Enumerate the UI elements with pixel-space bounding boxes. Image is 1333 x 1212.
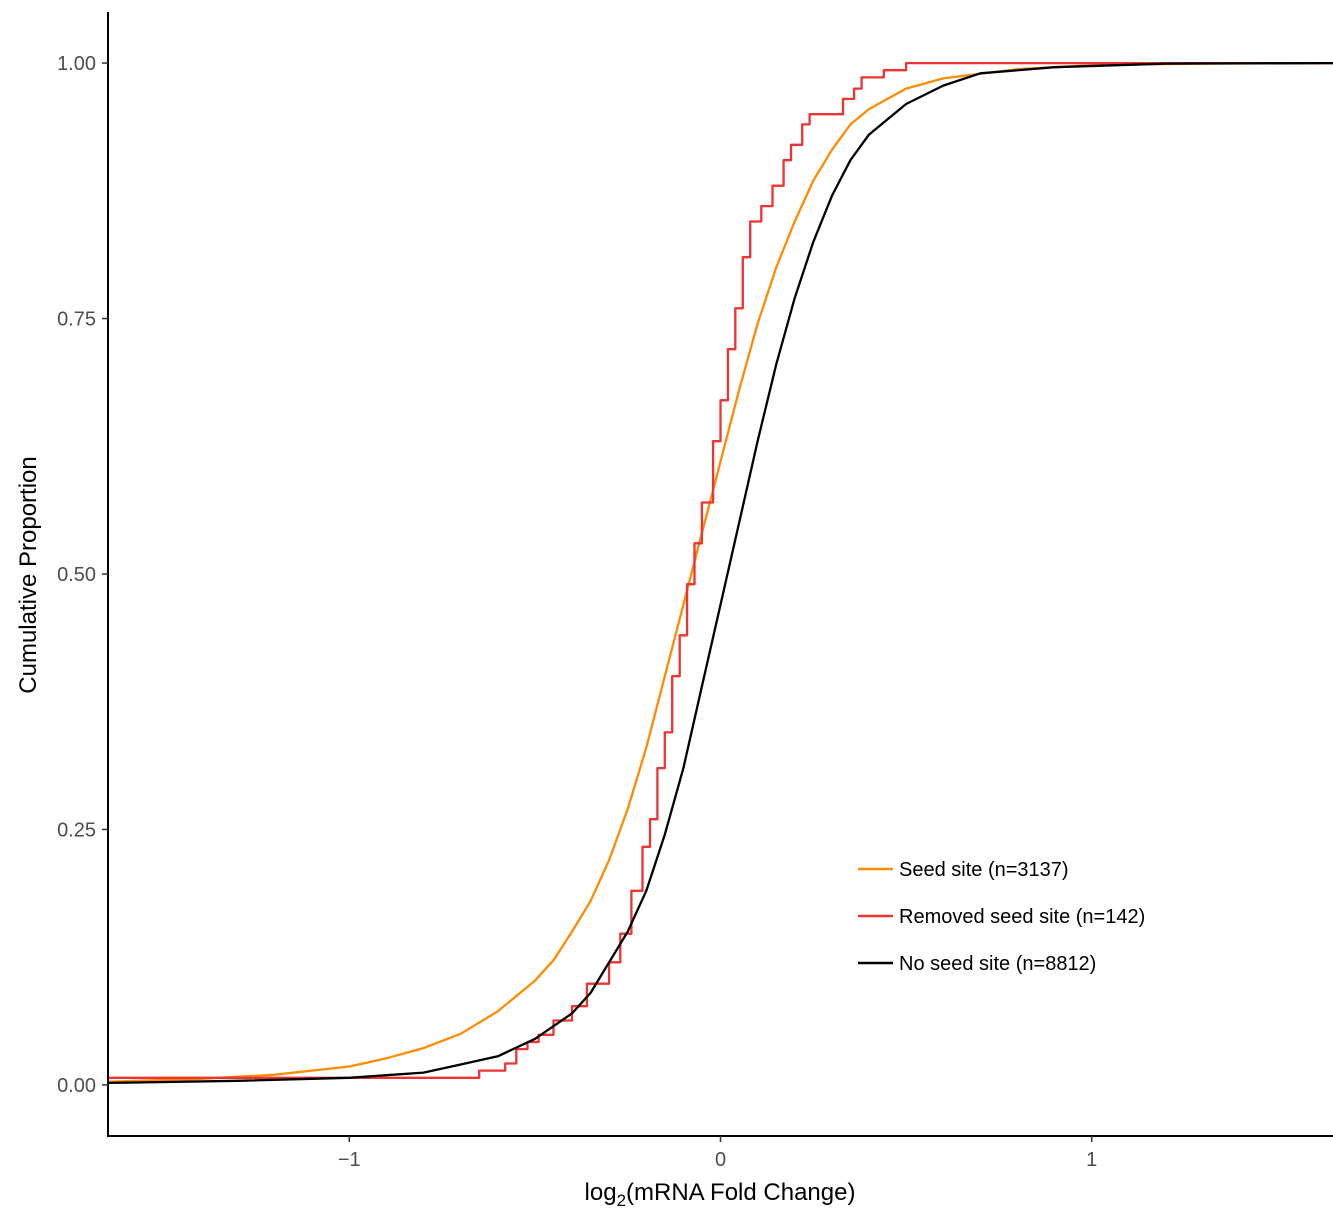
legend: Seed site (n=3137) Removed seed site (n=1… (858, 859, 1145, 975)
series-line-1 (107, 61, 1333, 1083)
x-tick-label: −1 (338, 1149, 361, 1171)
y-tick-label: 1.00 (57, 53, 96, 75)
series-line-3 (107, 61, 1333, 1085)
x-tick-label: 0 (715, 1149, 726, 1171)
x-axis-title: log2(mRNA Fold Change) (585, 1179, 856, 1210)
legend-label: Removed seed site (n=142) (899, 906, 1145, 928)
y-tick-label: 0.25 (57, 819, 96, 841)
x-axis-title-rest: (mRNA Fold Change) (626, 1179, 855, 1206)
x-axis-title-base: log (585, 1179, 617, 1206)
y-tick-label: 0.00 (57, 1075, 96, 1097)
series-line-2 (108, 61, 1333, 1079)
y-axis-ticks: 0.00 0.25 0.50 0.75 1.00 (57, 53, 108, 1097)
y-tick-label: 0.75 (57, 309, 96, 331)
y-tick-label: 0.50 (57, 564, 96, 586)
x-axis-ticks: −1 0 1 (338, 1136, 1097, 1171)
y-axis-title: Cumulative Proportion (15, 456, 42, 693)
x-tick-label: 1 (1086, 1149, 1097, 1171)
series-layer (107, 61, 1333, 1085)
legend-label: Seed site (n=3137) (899, 859, 1069, 881)
legend-label: No seed site (n=8812) (899, 953, 1096, 975)
x-axis-title-subscript: 2 (617, 1191, 626, 1210)
